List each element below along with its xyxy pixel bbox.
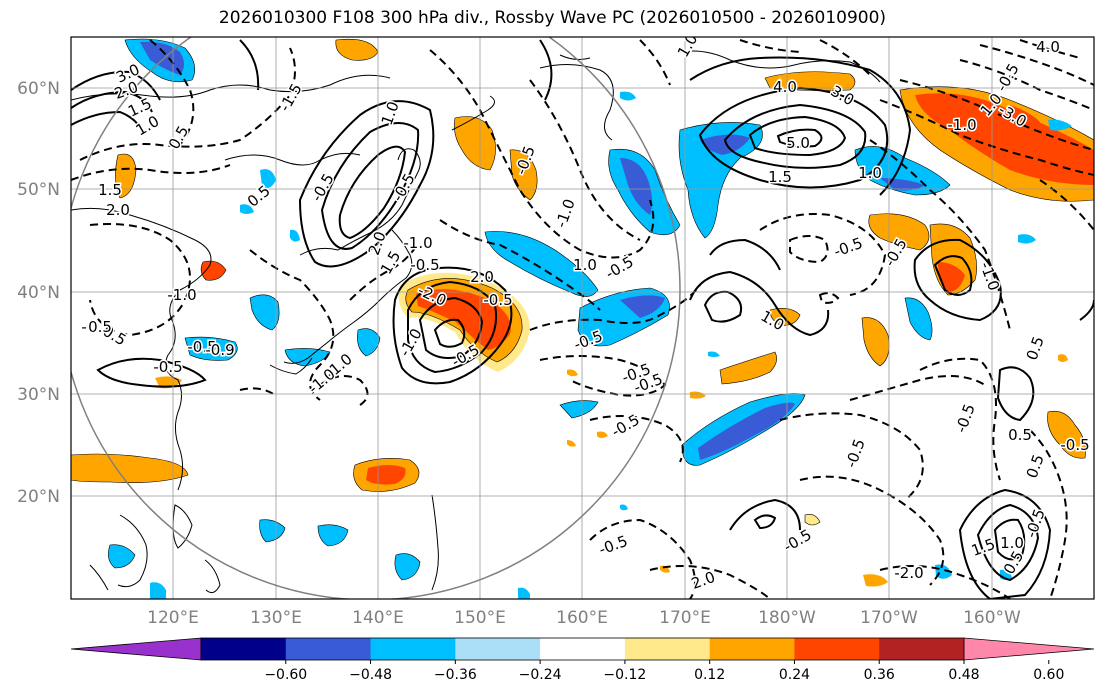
contour-value-label: 1.0	[858, 164, 882, 182]
colorbar-bin	[709, 638, 795, 660]
graticule	[71, 37, 1094, 599]
contour-value-label: 2.0	[470, 268, 494, 286]
colorbar-tick-label: −0.24	[519, 667, 562, 683]
longitude-labels: 120°E 130°E 140°E 150°E 160°E 170°E 180°…	[147, 608, 1021, 628]
colorbar-tick-label: −0.48	[349, 667, 392, 683]
lon-label: 120°E	[147, 608, 199, 628]
lon-label: 150°E	[454, 608, 506, 628]
contour-value-label: 0.5	[1008, 426, 1032, 444]
colorbar-bin	[624, 638, 711, 660]
colorbar-tick-label: 0.36	[864, 667, 895, 683]
contour-value-label: -1.0	[167, 286, 196, 304]
colorbar-bin	[540, 638, 626, 660]
lon-label: 160°E	[556, 608, 608, 628]
colorbar-over-triangle	[963, 637, 1095, 661]
lon-label: 140°E	[352, 608, 404, 628]
contour-value-label: -0.5	[153, 358, 182, 376]
colorbar-tick-label: 0.48	[948, 667, 979, 683]
colorbar-tick-label: −0.36	[434, 667, 477, 683]
lon-label: 170°E	[659, 608, 711, 628]
contour-value-label: 2.0	[106, 201, 130, 219]
lon-label: 170°W	[860, 608, 918, 628]
colorbar-bin	[879, 638, 965, 660]
contour-value-label: -0.5	[410, 256, 439, 274]
lon-label: 130°E	[250, 608, 302, 628]
contour-value-label: 1.0	[573, 256, 597, 274]
contour-value-label: 1.5	[98, 181, 122, 199]
contour-value-label: -0.5	[1060, 436, 1089, 454]
reference-circle	[71, 37, 681, 599]
lon-label: 160°W	[963, 608, 1021, 628]
contour-value-label: -1.0	[403, 234, 432, 252]
lat-label: 30°N	[17, 385, 60, 405]
contour-value-label: 1.0	[1000, 534, 1024, 552]
colorbar-tick-label: −0.12	[603, 667, 646, 683]
contour-value-label: -0.9	[205, 341, 234, 359]
lat-label: 40°N	[17, 283, 60, 303]
map-title: 2026010300 F108 300 hPa div., Rossby Wav…	[218, 8, 887, 28]
contour-value-label: 5.0	[786, 134, 810, 152]
colorbar-bin	[201, 638, 287, 660]
contour-value-label: 0.5	[88, 318, 112, 336]
lat-label: 20°N	[17, 487, 60, 507]
lat-label: 60°N	[17, 79, 60, 99]
contour-value-label: -2.0	[894, 564, 923, 582]
contour-value-label: -0.5	[187, 338, 216, 356]
latitude-labels: 60°N 50°N 40°N 30°N 20°N	[17, 79, 60, 507]
colorbar-frame	[200, 637, 965, 661]
colorbar-bin	[794, 638, 880, 660]
contour-value-label: -1.0	[947, 116, 976, 134]
colorbar-tick-label: 0.24	[779, 667, 810, 683]
colorbar-under-triangle	[70, 637, 202, 661]
divergence-shading	[71, 38, 1094, 599]
colorbar-bin	[455, 638, 541, 660]
colorbar-bin	[285, 638, 372, 660]
colorbar-tick-label: 0.12	[694, 667, 725, 683]
lat-label: 50°N	[17, 180, 60, 200]
contour-value-label: 4.0	[773, 78, 797, 96]
contour-value-label: -0.5	[483, 291, 512, 309]
map-frame	[70, 36, 1095, 600]
colorbar-bin	[370, 638, 456, 660]
lon-label: 180°W	[758, 608, 816, 628]
colorbar: −0.60 −0.48 −0.36 −0.24 −0.12 0.12 0.24 0.36 0.4…	[70, 637, 1095, 683]
colorbar-tick-label: −0.60	[264, 667, 307, 683]
contour-value-label: 4.0	[1036, 38, 1060, 56]
colorbar-tick-label: 0.60	[1033, 667, 1064, 683]
contour-value-label: 1.5	[768, 168, 792, 186]
contour-value-label: -0.5	[81, 318, 110, 336]
